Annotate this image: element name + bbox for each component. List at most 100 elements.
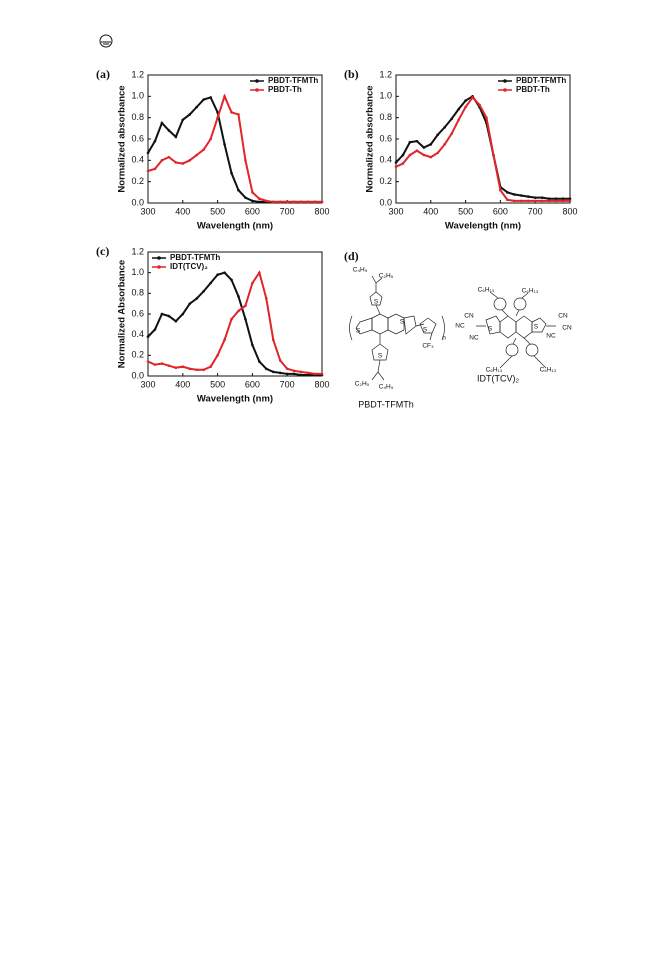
- point: [188, 302, 192, 305]
- legend-label: PBDT-Th: [268, 85, 302, 94]
- point: [195, 297, 199, 300]
- atom-label: S: [488, 326, 493, 333]
- plot-frame: [395, 74, 571, 204]
- point: [547, 199, 551, 203]
- point: [547, 197, 551, 201]
- point: [519, 199, 523, 203]
- molecule-name: PBDT-TFMTh: [358, 399, 414, 409]
- legend-marker: [255, 79, 259, 83]
- point: [188, 113, 192, 116]
- atom-label: C₄H₉: [379, 384, 394, 391]
- point: [209, 281, 212, 285]
- point: [195, 368, 199, 372]
- y-tick-label: 0.0: [131, 197, 144, 207]
- point: [526, 199, 530, 203]
- point: [429, 143, 433, 146]
- point: [195, 153, 199, 157]
- x-tick-label: 600: [245, 379, 260, 389]
- point: [167, 314, 171, 318]
- point: [174, 161, 178, 164]
- legend-marker: [503, 79, 507, 83]
- point: [216, 354, 219, 357]
- point: [299, 370, 303, 374]
- x-tick-label: 600: [493, 206, 508, 216]
- atom-label: S: [374, 299, 379, 306]
- point: [181, 162, 185, 165]
- point: [251, 191, 254, 194]
- legend-marker: [503, 88, 507, 92]
- x-axis-label: Wavelength (nm): [197, 221, 273, 232]
- point: [188, 159, 192, 162]
- point: [450, 132, 453, 135]
- atom-label: C₄H₉: [353, 267, 368, 274]
- point: [223, 95, 226, 98]
- point: [519, 194, 523, 197]
- point: [223, 338, 226, 342]
- point: [174, 366, 178, 370]
- point: [146, 169, 150, 173]
- x-tick-label: 500: [458, 206, 473, 216]
- legend-label: IDT(TCV)₂: [170, 262, 208, 271]
- x-tick-label: 800: [562, 206, 577, 216]
- panel-label: (c): [96, 244, 109, 258]
- x-tick-label: 400: [175, 206, 190, 216]
- atom-label: NC: [455, 323, 465, 330]
- atom-label: C₆H₁₃: [478, 287, 495, 294]
- y-tick-label: 1.0: [131, 267, 144, 277]
- point: [181, 312, 185, 316]
- x-tick-label: 400: [175, 379, 190, 389]
- legend-label: PBDT-TFMTh: [170, 253, 220, 262]
- point: [499, 188, 502, 192]
- y-tick-label: 0.8: [131, 112, 144, 122]
- point: [443, 143, 447, 146]
- point: [174, 135, 178, 139]
- x-tick-label: 800: [314, 206, 329, 216]
- legend-marker: [157, 256, 161, 260]
- point: [237, 113, 240, 116]
- atom-label: CN: [558, 313, 568, 320]
- point: [540, 196, 544, 199]
- point: [195, 105, 199, 109]
- atom-label: C₆H₁₃: [540, 367, 557, 374]
- point: [209, 96, 212, 99]
- point: [181, 365, 185, 369]
- structure-bonds: [349, 275, 556, 381]
- point: [313, 200, 317, 204]
- point: [457, 118, 460, 122]
- atom-label: C₂H₅: [355, 381, 370, 388]
- x-tick-label: 800: [314, 379, 329, 389]
- point: [554, 197, 558, 201]
- y-tick-label: 1.2: [131, 69, 144, 79]
- x-tick-label: 300: [140, 379, 155, 389]
- point: [216, 116, 219, 119]
- point: [160, 362, 164, 365]
- point: [513, 193, 516, 196]
- y-tick-label: 1.0: [379, 91, 392, 101]
- atom-label: CN: [464, 313, 474, 320]
- y-tick-label: 0.0: [379, 197, 392, 207]
- point: [244, 159, 247, 162]
- point: [436, 133, 440, 137]
- series-line: [147, 271, 322, 376]
- legend-label: PBDT-TFMTh: [516, 76, 566, 85]
- legend-marker: [255, 88, 259, 92]
- point: [209, 365, 212, 369]
- point: [401, 153, 405, 157]
- point: [258, 360, 261, 363]
- point: [258, 271, 261, 274]
- point: [146, 360, 150, 363]
- y-tick-label: 0.2: [379, 176, 392, 186]
- atom-label: CF₃: [422, 343, 434, 350]
- y-axis-label: Normalized absorbance: [117, 85, 128, 192]
- point: [429, 155, 433, 159]
- point: [513, 199, 516, 203]
- point: [299, 373, 303, 377]
- point: [457, 107, 460, 111]
- atom-label: C₆H₁₃: [486, 367, 503, 374]
- x-axis-label: Wavelength (nm): [197, 394, 273, 405]
- atom-label: S: [423, 327, 428, 334]
- point: [292, 372, 296, 376]
- x-tick-label: 700: [528, 206, 543, 216]
- point: [394, 161, 398, 164]
